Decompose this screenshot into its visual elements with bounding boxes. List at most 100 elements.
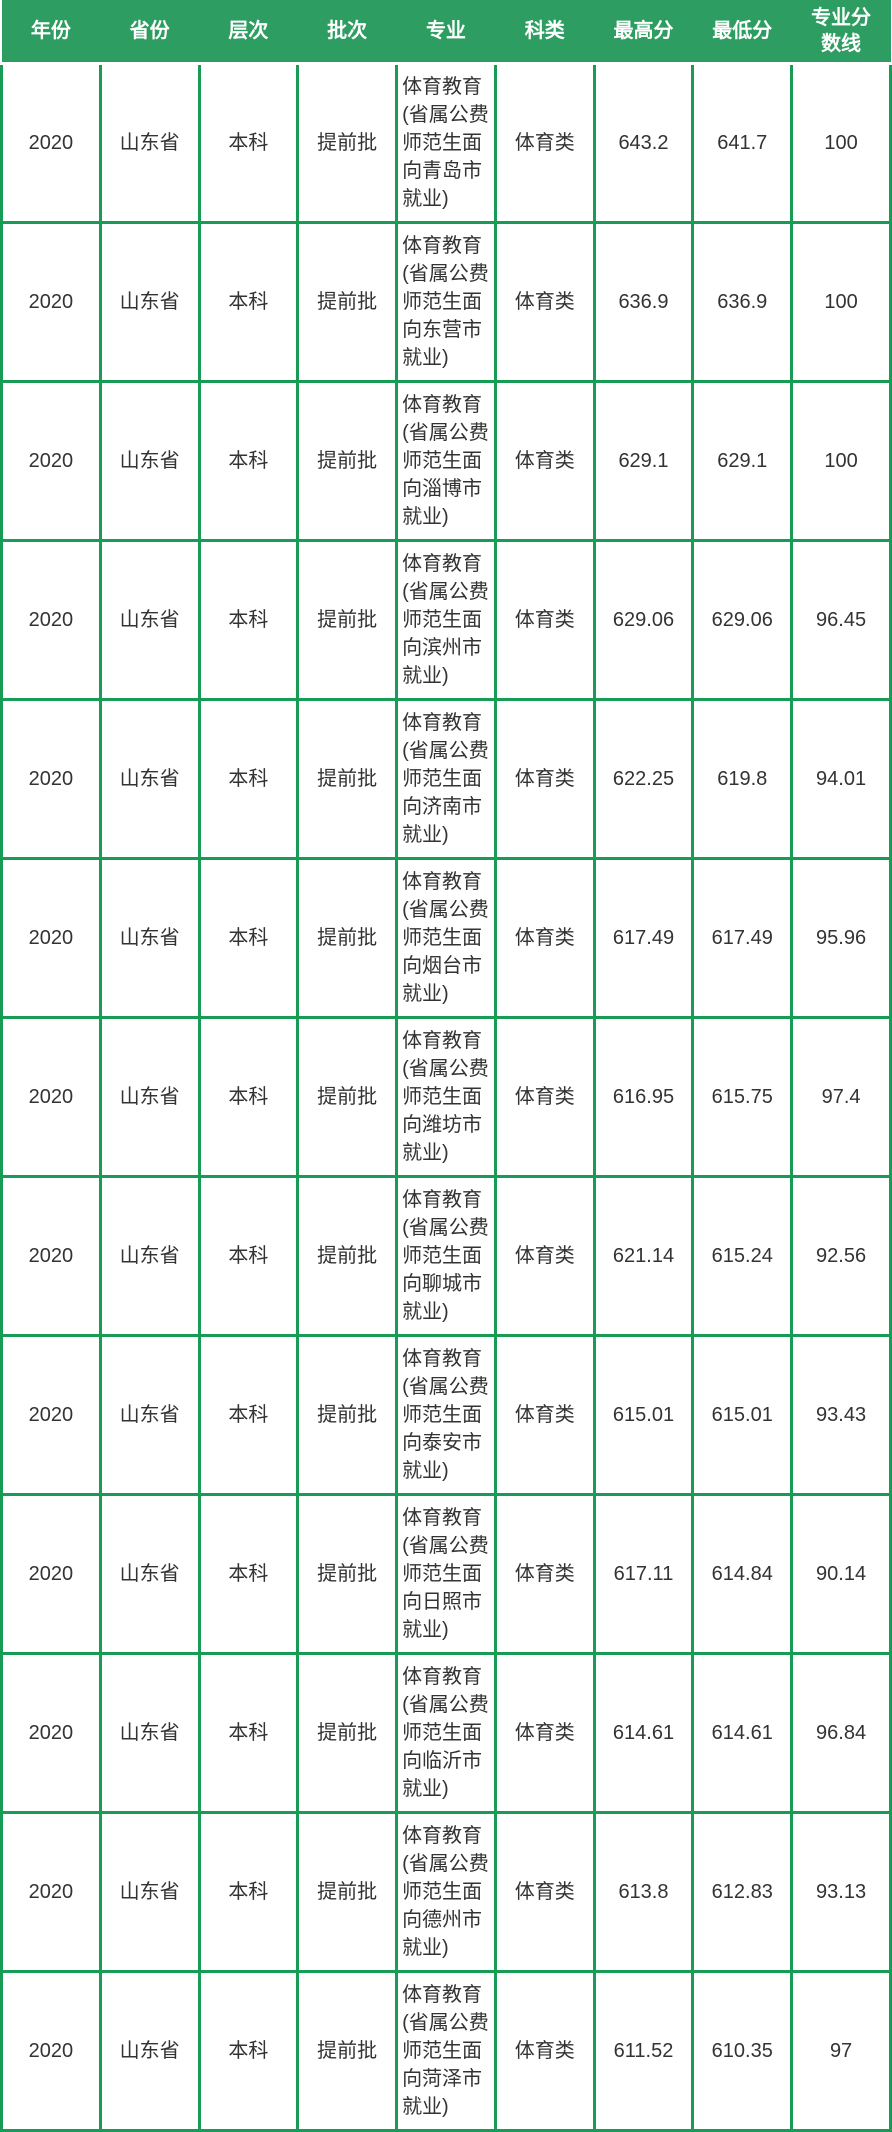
cell-year: 2020 bbox=[0, 1334, 102, 1496]
cell-major-cutoff: 100 bbox=[790, 221, 892, 383]
cell-major: 体育教育(省属公费师范生面向烟台市就业) bbox=[395, 857, 497, 1019]
cell-max-score: 611.52 bbox=[592, 1970, 695, 2132]
table-row: 2020 山东省 本科 提前批 体育教育(省属公费师范生面向淄博市就业) 体育类 629.1… bbox=[0, 380, 892, 542]
cell-province: 山东省 bbox=[98, 1970, 201, 2132]
table-row: 2020 山东省 本科 提前批 体育教育(省属公费师范生面向潍坊市就业) 体育类 616.9… bbox=[0, 1016, 892, 1178]
cell-category: 体育类 bbox=[493, 221, 596, 383]
cell-major: 体育教育(省属公费师范生面向菏泽市就业) bbox=[395, 1970, 497, 2132]
cell-batch: 提前批 bbox=[296, 1493, 399, 1655]
cell-province: 山东省 bbox=[98, 539, 201, 701]
cell-min-score: 641.7 bbox=[691, 63, 794, 224]
column-header-label: 年份 bbox=[30, 20, 71, 42]
cell-max-score: 614.61 bbox=[592, 1652, 695, 1814]
cell-batch: 提前批 bbox=[296, 221, 399, 383]
cell-min-score: 614.84 bbox=[691, 1493, 794, 1655]
cell-batch: 提前批 bbox=[296, 380, 399, 542]
column-header-max-score: 最高分 bbox=[594, 0, 693, 65]
column-header-major-cutoff: 专业分数线 bbox=[791, 0, 891, 65]
table-row: 2020 山东省 本科 提前批 体育教育(省属公费师范生面向临沂市就业) 体育类 614.6… bbox=[0, 1652, 892, 1814]
cell-year: 2020 bbox=[0, 1016, 102, 1178]
cell-max-score: 629.06 bbox=[592, 539, 695, 701]
cell-major-cutoff: 100 bbox=[790, 380, 892, 542]
cell-province: 山东省 bbox=[98, 221, 201, 383]
cell-category: 体育类 bbox=[493, 1970, 596, 2132]
cell-category: 体育类 bbox=[493, 539, 596, 701]
column-header-major: 专业 bbox=[396, 0, 496, 65]
cell-min-score: 615.01 bbox=[691, 1334, 794, 1496]
cell-category: 体育类 bbox=[493, 63, 596, 224]
cell-min-score: 636.9 bbox=[691, 221, 794, 383]
column-header-category: 科类 bbox=[495, 0, 595, 65]
cell-major-cutoff: 94.01 bbox=[790, 698, 892, 860]
cell-year: 2020 bbox=[0, 380, 102, 542]
cell-major: 体育教育(省属公费师范生面向滨州市就业) bbox=[395, 539, 497, 701]
cell-major: 体育教育(省属公费师范生面向德州市就业) bbox=[395, 1811, 497, 1973]
table-row: 2020 山东省 本科 提前批 体育教育(省属公费师范生面向聊城市就业) 体育类 621.1… bbox=[0, 1175, 892, 1337]
cell-min-score: 629.1 bbox=[691, 380, 794, 542]
table-row: 2020 山东省 本科 提前批 体育教育(省属公费师范生面向德州市就业) 体育类 613.8… bbox=[0, 1811, 892, 1973]
cell-province: 山东省 bbox=[98, 698, 201, 860]
cell-category: 体育类 bbox=[493, 1493, 596, 1655]
column-header-label: 批次 bbox=[327, 20, 368, 42]
cell-level: 本科 bbox=[197, 1016, 300, 1178]
column-header-label: 层次 bbox=[228, 20, 269, 42]
cell-min-score: 614.61 bbox=[691, 1652, 794, 1814]
cell-year: 2020 bbox=[0, 698, 102, 860]
cell-year: 2020 bbox=[0, 1811, 102, 1973]
cell-max-score: 621.14 bbox=[592, 1175, 695, 1337]
cell-province: 山东省 bbox=[98, 1016, 201, 1178]
table-header-row: 年份 省份 层次 批次 专业 科类 最高分 最低分 专业分数线 bbox=[1, 0, 891, 65]
cell-min-score: 610.35 bbox=[691, 1970, 794, 2132]
cell-min-score: 615.75 bbox=[691, 1016, 794, 1178]
table-header: 年份 省份 层次 批次 专业 科类 最高分 最低分 专业分数线 bbox=[1, 0, 891, 65]
cell-level: 本科 bbox=[197, 1175, 300, 1337]
cell-batch: 提前批 bbox=[296, 1175, 399, 1337]
cell-major-cutoff: 95.96 bbox=[790, 857, 892, 1019]
cell-major: 体育教育(省属公费师范生面向日照市就业) bbox=[395, 1493, 497, 1655]
cell-major-cutoff: 92.56 bbox=[790, 1175, 892, 1337]
column-header-label: 专业分数线 bbox=[811, 7, 872, 55]
cell-max-score: 622.25 bbox=[592, 698, 695, 860]
cell-min-score: 612.83 bbox=[691, 1811, 794, 1973]
cell-major: 体育教育(省属公费师范生面向济南市就业) bbox=[395, 698, 497, 860]
cell-year: 2020 bbox=[0, 857, 102, 1019]
cell-province: 山东省 bbox=[98, 1493, 201, 1655]
cell-level: 本科 bbox=[197, 1811, 300, 1973]
cell-max-score: 617.49 bbox=[592, 857, 695, 1019]
cell-max-score: 617.11 bbox=[592, 1493, 695, 1655]
cell-level: 本科 bbox=[197, 1334, 300, 1496]
cell-batch: 提前批 bbox=[296, 63, 399, 224]
column-header-label: 省份 bbox=[129, 20, 170, 42]
cell-category: 体育类 bbox=[493, 380, 596, 542]
cell-year: 2020 bbox=[0, 221, 102, 383]
cell-province: 山东省 bbox=[98, 1652, 201, 1814]
cell-level: 本科 bbox=[197, 539, 300, 701]
cell-province: 山东省 bbox=[98, 63, 201, 224]
cell-category: 体育类 bbox=[493, 698, 596, 860]
cell-batch: 提前批 bbox=[296, 857, 399, 1019]
cell-major: 体育教育(省属公费师范生面向东营市就业) bbox=[395, 221, 497, 383]
cell-level: 本科 bbox=[197, 698, 300, 860]
cell-major: 体育教育(省属公费师范生面向聊城市就业) bbox=[395, 1175, 497, 1337]
cell-major-cutoff: 93.43 bbox=[790, 1334, 892, 1496]
cell-level: 本科 bbox=[197, 857, 300, 1019]
cell-category: 体育类 bbox=[493, 1811, 596, 1973]
cell-level: 本科 bbox=[197, 1652, 300, 1814]
column-header-year: 年份 bbox=[1, 0, 101, 65]
column-header-batch: 批次 bbox=[297, 0, 397, 65]
cell-province: 山东省 bbox=[98, 1811, 201, 1973]
cell-max-score: 616.95 bbox=[592, 1016, 695, 1178]
cell-province: 山东省 bbox=[98, 1175, 201, 1337]
table-row: 2020 山东省 本科 提前批 体育教育(省属公费师范生面向滨州市就业) 体育类 629.0… bbox=[0, 539, 892, 701]
cell-major-cutoff: 96.84 bbox=[790, 1652, 892, 1814]
cell-category: 体育类 bbox=[493, 1175, 596, 1337]
cell-batch: 提前批 bbox=[296, 1652, 399, 1814]
cell-major: 体育教育(省属公费师范生面向泰安市就业) bbox=[395, 1334, 497, 1496]
table-row: 2020 山东省 本科 提前批 体育教育(省属公费师范生面向青岛市就业) 体育类 643.2… bbox=[0, 63, 892, 224]
cell-major-cutoff: 97.4 bbox=[790, 1016, 892, 1178]
cell-level: 本科 bbox=[197, 1493, 300, 1655]
column-header-label: 最低分 bbox=[712, 20, 773, 42]
cell-year: 2020 bbox=[0, 1175, 102, 1337]
cell-level: 本科 bbox=[197, 63, 300, 224]
